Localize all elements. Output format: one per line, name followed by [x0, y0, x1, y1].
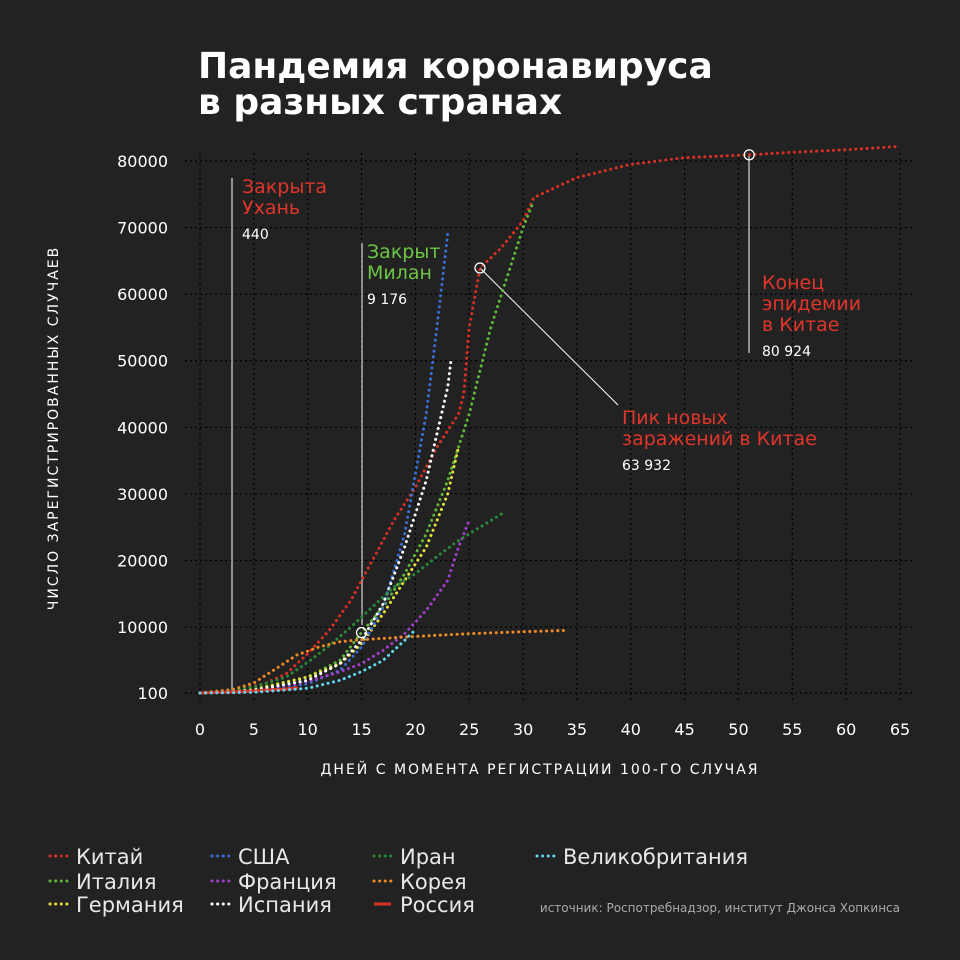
annotation-title-end: в Китае — [762, 314, 839, 336]
annotation-title-wuhan: Закрыта — [242, 176, 327, 198]
legend-label: Корея — [400, 870, 467, 894]
annotation-value-end: 80 924 — [762, 344, 811, 360]
chart-title-line-1: Пандемия коронавируса — [198, 46, 713, 87]
series-line-Иран — [198, 512, 503, 695]
legend-item-Италия: Италия — [48, 870, 157, 894]
x-tick-label: 35 — [567, 720, 587, 739]
x-tick-label: 25 — [459, 720, 479, 739]
annotation-title-end: Конец — [762, 272, 824, 294]
y-tick-label: 100 — [137, 684, 168, 703]
series-line-Китай — [198, 144, 902, 695]
x-tick-label: 40 — [621, 720, 641, 739]
legend-label: Иран — [400, 845, 456, 869]
annotation-value-wuhan: 440 — [242, 227, 269, 243]
annotation-leader-peak — [479, 267, 619, 406]
y-axis-ticks: 100 10000 20000 30000 40000 50000 60000 70000 80… — [117, 152, 168, 703]
series-line-Испания — [198, 359, 453, 695]
x-tick-label: 5 — [249, 720, 259, 739]
legend-item-Китай: Китай — [48, 845, 143, 869]
annotation-marker-end — [743, 149, 755, 161]
annotation-marker-milan — [355, 626, 368, 639]
y-tick-label: 60000 — [117, 285, 168, 304]
annotation-markers — [355, 149, 755, 639]
legend-item-Франция: Франция — [210, 870, 337, 894]
x-tick-label: 65 — [890, 720, 910, 739]
series-group — [198, 144, 902, 695]
x-tick-label: 10 — [298, 720, 318, 739]
y-tick-label: 30000 — [117, 485, 168, 504]
annotation-value-milan: 9 176 — [367, 292, 407, 308]
annotation-title-peak: Пик новых — [622, 407, 728, 429]
x-tick-label: 0 — [195, 720, 205, 739]
series-line-Россия — [198, 686, 299, 695]
x-tick-label: 15 — [351, 720, 371, 739]
x-axis-title: ДНЕЙ С МОМЕНТА РЕГИСТРАЦИИ 100-ГО СЛУЧАЯ — [320, 760, 759, 778]
y-tick-label: 70000 — [117, 219, 168, 238]
y-axis-title: ЧИСЛО ЗАРЕГИСТРИРОВАННЫХ СЛУЧАЕВ — [46, 246, 62, 611]
legend-item-Россия: Россия — [374, 893, 475, 917]
legend-label: США — [238, 845, 290, 869]
legend-label: Россия — [400, 893, 475, 917]
x-tick-label: 20 — [405, 720, 425, 739]
series-line-Германия — [198, 445, 460, 695]
annotation-marker-peak — [474, 262, 486, 274]
y-tick-label: 40000 — [117, 418, 168, 437]
y-tick-label: 10000 — [117, 618, 168, 637]
legend-label: Франция — [238, 870, 337, 894]
legend-label: Германия — [76, 893, 184, 917]
legend-label: Испания — [238, 893, 332, 917]
x-axis-ticks: 0 5 10 15 20 25 30 35 40 45 50 55 60 65 — [195, 720, 910, 739]
legend-label: Великобритания — [563, 845, 748, 869]
x-tick-label: 30 — [513, 720, 533, 739]
annotation-title-peak: заражений в Китае — [622, 428, 817, 450]
x-tick-label: 45 — [674, 720, 694, 739]
legend-label: Китай — [76, 845, 143, 869]
chart-title-line-2: в разных странах — [198, 82, 562, 123]
series-line-Великобритания — [198, 628, 417, 695]
y-tick-label: 80000 — [117, 152, 168, 171]
legend-item-Великобритания: Великобритания — [535, 845, 748, 869]
annotation-title-milan: Закрыт — [367, 241, 440, 263]
x-tick-label: 55 — [782, 720, 802, 739]
legend-item-Корея: Корея — [372, 870, 467, 894]
x-tick-label: 60 — [836, 720, 856, 739]
grid — [185, 153, 912, 703]
legend-item-США: США — [210, 845, 290, 869]
y-tick-label: 20000 — [117, 551, 168, 570]
legend-item-Испания: Испания — [210, 893, 332, 917]
legend-item-Иран: Иран — [372, 845, 456, 869]
annotation-title-wuhan: Ухань — [242, 197, 300, 219]
legend-label: Италия — [76, 870, 157, 894]
y-tick-label: 50000 — [117, 352, 168, 371]
annotation-value-peak: 63 932 — [622, 458, 671, 474]
series-line-Корея — [198, 628, 568, 695]
annotation-title-milan: Милан — [367, 262, 432, 284]
annotation-title-end: эпидемии — [762, 293, 861, 315]
series-line-США — [198, 232, 450, 695]
source-note: источник: Роспотребнадзор, институт Джон… — [540, 901, 900, 915]
legend-item-Германия: Германия — [48, 893, 184, 917]
x-tick-label: 50 — [728, 720, 748, 739]
